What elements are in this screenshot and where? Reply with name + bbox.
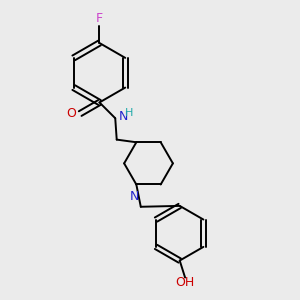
- Text: N: N: [119, 110, 128, 123]
- Text: F: F: [96, 12, 103, 25]
- Text: H: H: [125, 108, 133, 118]
- Text: OH: OH: [176, 276, 195, 289]
- Text: O: O: [66, 107, 76, 120]
- Text: N: N: [130, 190, 140, 203]
